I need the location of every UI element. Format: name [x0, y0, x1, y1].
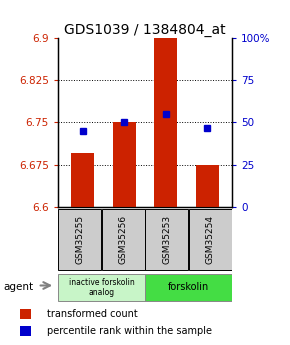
- Text: forskolin: forskolin: [168, 282, 209, 292]
- Text: GSM35255: GSM35255: [75, 215, 84, 264]
- Text: GSM35254: GSM35254: [206, 215, 215, 264]
- Bar: [71, 154, 94, 207]
- Bar: [102, 209, 144, 270]
- Text: percentile rank within the sample: percentile rank within the sample: [46, 326, 211, 336]
- Text: GSM35256: GSM35256: [119, 215, 128, 264]
- Bar: [59, 209, 101, 270]
- Bar: [59, 274, 144, 301]
- Text: transformed count: transformed count: [46, 309, 137, 319]
- Bar: [145, 274, 231, 301]
- Bar: [20, 309, 31, 319]
- Bar: [113, 122, 136, 207]
- Text: inactive forskolin
analog: inactive forskolin analog: [69, 277, 134, 297]
- Bar: [145, 209, 188, 270]
- Text: GSM35253: GSM35253: [162, 215, 171, 264]
- Bar: [20, 326, 31, 336]
- Bar: [154, 38, 177, 207]
- Text: agent: agent: [3, 282, 33, 292]
- Bar: [189, 209, 231, 270]
- Title: GDS1039 / 1384804_at: GDS1039 / 1384804_at: [64, 23, 226, 37]
- Bar: [196, 165, 219, 207]
